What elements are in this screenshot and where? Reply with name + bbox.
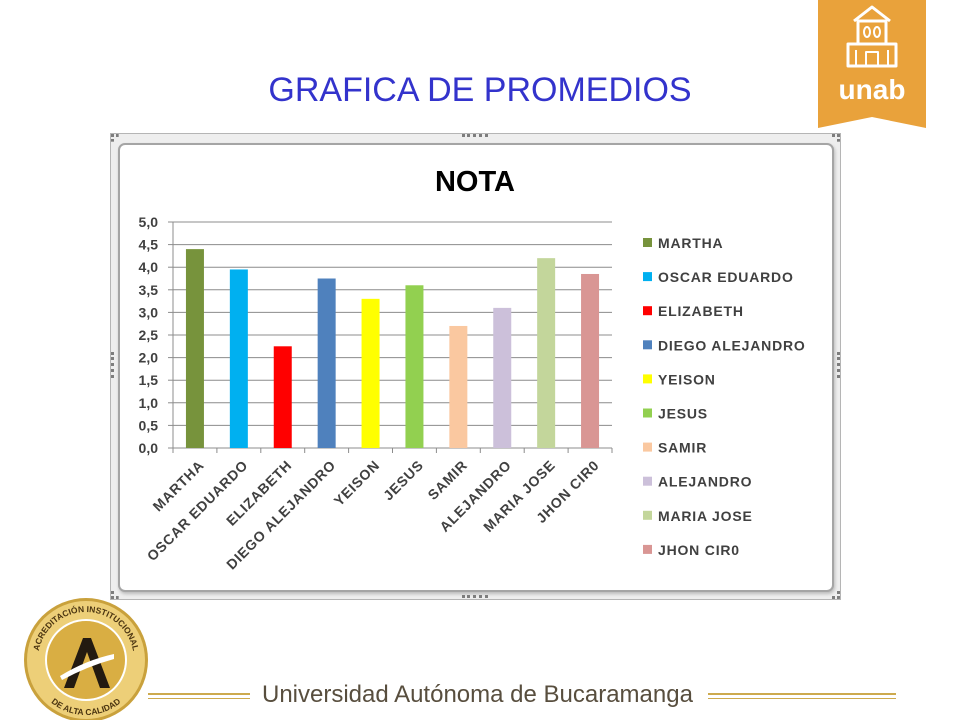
- legend-label: ELIZABETH: [658, 303, 744, 319]
- legend-label: SAMIR: [658, 440, 707, 456]
- bar: [493, 307, 512, 448]
- legend-swatch: [643, 374, 652, 384]
- resize-handle-bottom[interactable]: [462, 595, 488, 598]
- resize-handle-top-left[interactable]: [111, 134, 119, 142]
- y-tick-label: 2,5: [139, 327, 159, 343]
- legend-label: MARTHA: [658, 235, 723, 251]
- legend-swatch: [643, 306, 652, 316]
- y-tick-label: 1,5: [139, 372, 159, 388]
- accreditation-seal: ACREDITACIÓN INSTITUCIONAL DE ALTA CALID…: [24, 598, 148, 720]
- resize-handle-bottom-right[interactable]: [832, 591, 840, 599]
- resize-handle-right[interactable]: [837, 352, 840, 378]
- legend-swatch: [643, 238, 652, 247]
- bar: [317, 278, 336, 448]
- university-name: Universidad Autónoma de Bucaramanga: [262, 681, 693, 708]
- logo-badge: [818, 0, 926, 128]
- slide-title: GRAFICA DE PROMEDIOS: [268, 71, 692, 109]
- bar: [361, 298, 380, 448]
- legend-swatch: [643, 272, 652, 282]
- legend-label: YEISON: [658, 371, 716, 387]
- y-tick-label: 0,0: [139, 440, 159, 456]
- y-tick-label: 3,0: [139, 304, 159, 320]
- footer-divider-right-thin: [708, 698, 896, 699]
- chart-title: NOTA: [435, 166, 515, 198]
- legend-label: MARIA JOSE: [658, 508, 753, 524]
- y-tick-label: 0,5: [139, 417, 159, 433]
- y-tick-label: 5,0: [139, 214, 159, 230]
- bar: [405, 285, 424, 448]
- footer-divider-left: [148, 693, 250, 695]
- legend-swatch: [643, 476, 652, 486]
- y-tick-label: 4,0: [139, 259, 159, 275]
- chart-bars: [185, 249, 600, 448]
- y-tick-label: 4,5: [139, 237, 159, 253]
- logo-text: unab: [839, 74, 906, 105]
- y-tick-label: 2,0: [139, 350, 159, 366]
- footer-divider-left-thin: [148, 698, 250, 699]
- x-tick-label: YEISON: [331, 457, 383, 509]
- bar: [273, 346, 292, 448]
- legend-label: OSCAR EDUARDO: [658, 269, 794, 285]
- y-axis-labels: 0,0 0,5 1,0 1,5 2,0 2,5 3,0 3,5 4,0 4,5 5,0: [139, 214, 159, 456]
- seal-swoosh-icon: [60, 654, 114, 680]
- legend-swatch: [643, 442, 652, 452]
- building-door: [865, 51, 879, 67]
- legend-swatch: [643, 510, 652, 520]
- footer-divider-right: [708, 693, 896, 695]
- resize-handle-left[interactable]: [111, 352, 114, 378]
- bar: [537, 258, 556, 448]
- bar: [185, 249, 204, 448]
- chart-legend: MARTHA OSCAR EDUARDO ELIZABETH DIEGO ALEJAN…: [643, 235, 806, 558]
- legend-label: DIEGO ALEJANDRO: [658, 337, 806, 353]
- resize-handle-top-right[interactable]: [832, 134, 840, 142]
- legend-swatch: [643, 340, 652, 350]
- y-tick-label: 1,0: [139, 395, 159, 411]
- legend-label: JHON CIR0: [658, 542, 740, 558]
- seal-inner-disc: [47, 621, 125, 699]
- bar: [449, 325, 468, 448]
- unab-logo: unab: [818, 0, 926, 128]
- resize-handle-bottom-left[interactable]: [111, 591, 119, 599]
- resize-handle-top[interactable]: [462, 134, 488, 137]
- legend-swatch: [643, 544, 652, 554]
- building-window: [863, 26, 871, 38]
- y-tick-label: 3,5: [139, 282, 159, 298]
- x-tick-label: JESUS: [380, 457, 427, 504]
- building-icon: [846, 5, 898, 68]
- legend-label: JESUS: [658, 406, 708, 422]
- legend-label: ALEJANDRO: [658, 474, 752, 490]
- bar: [581, 273, 600, 448]
- bar: [229, 269, 248, 448]
- building-window: [873, 26, 881, 38]
- legend-swatch: [643, 408, 652, 418]
- building-roof: [853, 5, 891, 23]
- seal-a-mark-icon: [64, 638, 110, 688]
- bar-chart: NOTA 0,0 0,5 1,0 1,5 2,0 2,5 3,0 3,5 4,0 4,5 5,0 M…: [139, 166, 806, 573]
